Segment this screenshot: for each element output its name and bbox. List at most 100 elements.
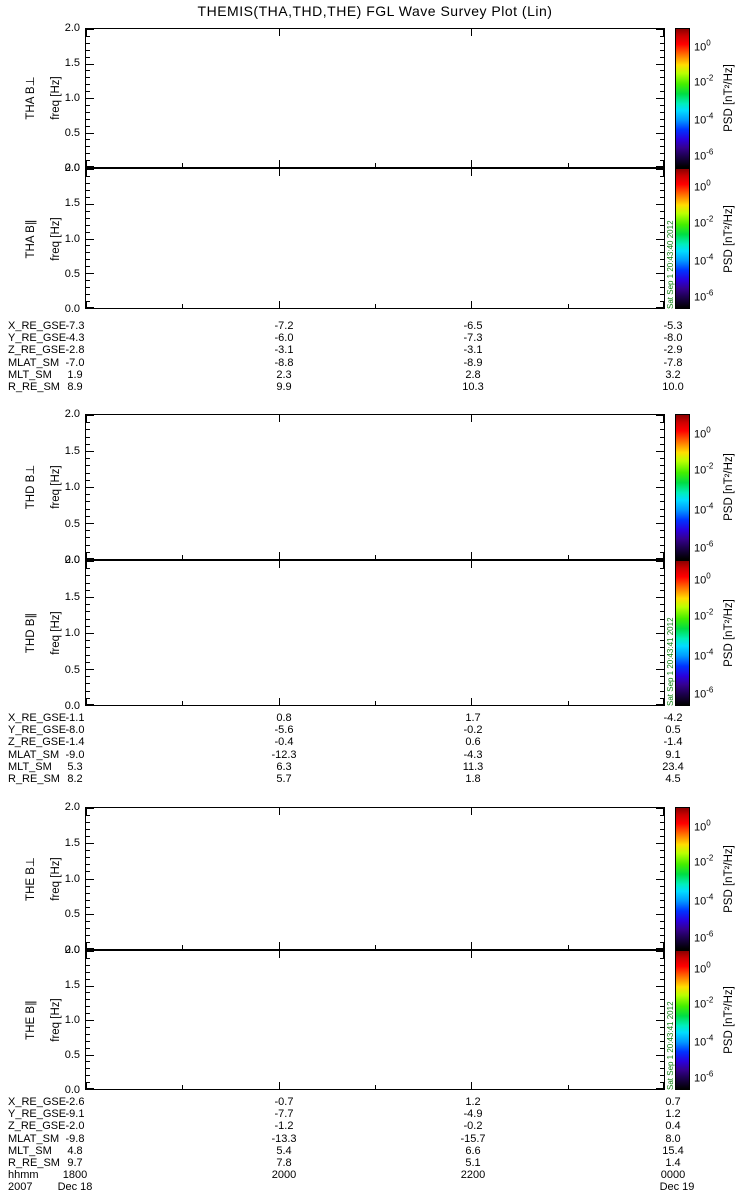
tick-mark — [86, 29, 94, 30]
ephemeris-value: 5.7 — [276, 772, 292, 785]
ephemeris-value: 2.3 — [276, 368, 292, 381]
spectrogram-panel-thd-bperp — [85, 414, 665, 560]
colorbar-tick-label: 10-2 — [694, 73, 714, 89]
y-tick-label: 1.5 — [64, 197, 80, 210]
colorbar-gradient — [675, 28, 690, 168]
tick-mark — [375, 555, 376, 559]
tick-mark — [86, 465, 90, 466]
ephemeris-row: R_RE_SM 9.7 7.8 5.1 1.4 — [0, 1157, 750, 1169]
tick-mark — [471, 169, 472, 176]
ephemeris-value: 15.4 — [662, 1144, 684, 1157]
tick-mark — [656, 451, 664, 452]
colorbar-tick-label: 100 — [694, 425, 711, 441]
tick-mark — [660, 691, 664, 692]
tick-mark — [86, 50, 90, 51]
tick-mark — [86, 183, 90, 184]
tick-mark — [86, 287, 90, 288]
ephemeris-value: 11.3 — [462, 760, 484, 773]
tick-mark — [660, 176, 664, 177]
ephemeris-value: 4.5 — [665, 772, 681, 785]
ephemeris-value: -4.9 — [463, 1108, 483, 1121]
tick-mark — [86, 245, 90, 246]
tick-mark — [86, 691, 90, 692]
tick-mark — [660, 501, 664, 502]
tick-mark — [86, 176, 90, 177]
date-label: Dec 19 — [659, 1181, 695, 1194]
y-tick-label: 1.0 — [64, 481, 80, 493]
tick-mark — [86, 921, 90, 922]
ephemeris-value: -6.0 — [274, 332, 294, 345]
psd-axis-label: PSD [nT²/Hz] — [723, 599, 735, 667]
tick-mark — [86, 561, 94, 562]
tick-mark — [663, 415, 664, 422]
ephemeris-row-label: Y_RE_GSE — [8, 332, 67, 345]
tick-mark — [375, 1085, 376, 1089]
tick-mark — [660, 119, 664, 120]
ephemeris-row: MLT_SM 1.9 2.3 2.8 3.2 — [0, 369, 750, 381]
tick-mark — [663, 942, 664, 949]
tick-mark — [279, 160, 280, 167]
colorbar-tick-label: 10-6 — [694, 539, 714, 555]
ephemeris-value: -8.0 — [663, 332, 683, 345]
tick-mark — [660, 437, 664, 438]
y-tick-label: 0.5 — [64, 663, 80, 676]
tick-mark — [86, 77, 90, 78]
tick-mark — [279, 169, 280, 176]
tick-mark — [86, 1055, 94, 1056]
tick-mark — [656, 986, 664, 987]
ephemeris-value: -9.0 — [65, 748, 85, 761]
ephemeris-row: MLAT_SM -7.0 -8.8 -8.9 -7.8 — [0, 357, 750, 369]
tick-mark — [86, 900, 90, 901]
ephemeris-value: 8.9 — [67, 380, 83, 393]
tick-mark — [660, 36, 664, 37]
colorbar-tick-label: 10-2 — [694, 214, 714, 229]
tick-mark — [660, 1061, 664, 1062]
ephemeris-row: Z_RE_GSE -1.4 -0.4 0.6 -1.4 — [0, 736, 750, 748]
probe-axis-label: THD B⊥ — [25, 464, 37, 510]
spectrogram-panel-the-bperp — [85, 807, 665, 950]
ephemeris-value: -8.9 — [463, 356, 483, 369]
tick-mark — [660, 552, 664, 553]
tick-mark — [663, 698, 664, 705]
tick-mark — [86, 516, 90, 517]
tick-mark — [86, 139, 90, 140]
time-tick-label: 2200 — [460, 1169, 486, 1182]
tick-mark — [663, 29, 664, 36]
ephemeris-table-thd: X_RE_GSE -1.1 0.8 1.7 -4.2 Y_RE_GSE -8.0… — [0, 712, 750, 785]
tick-mark — [660, 280, 664, 281]
tick-mark — [86, 951, 94, 952]
tick-mark — [656, 1020, 664, 1021]
tick-mark — [656, 951, 664, 952]
tick-mark — [86, 91, 90, 92]
colorbar-tick-label: 10-4 — [694, 647, 714, 663]
ephemeris-row-label: MLT_SM — [8, 760, 52, 773]
ephemeris-row-label: X_RE_GSE — [8, 320, 67, 332]
tick-mark — [660, 698, 664, 699]
ephemeris-value: -7.3 — [65, 320, 85, 332]
tick-mark — [86, 197, 90, 198]
y-tick-label: 1.0 — [64, 92, 80, 104]
tick-mark — [660, 422, 664, 423]
tick-mark — [375, 945, 376, 949]
tick-mark — [663, 301, 664, 308]
ephemeris-value: 8.0 — [665, 1132, 681, 1145]
colorbar-tick-label: 100 — [694, 38, 711, 54]
ephemeris-table-tha: X_RE_GSE -7.3 -7.2 -6.5 -5.3 Y_RE_GSE -4… — [0, 320, 750, 393]
tick-mark — [86, 509, 90, 510]
tick-mark — [660, 252, 664, 253]
ephemeris-value: -4.3 — [65, 332, 85, 345]
tick-mark — [86, 301, 87, 308]
tick-mark — [660, 640, 664, 641]
ephemeris-value: -4.2 — [663, 712, 683, 724]
tick-mark — [471, 951, 472, 958]
tick-mark — [86, 211, 90, 212]
tick-mark — [86, 239, 94, 240]
tick-mark — [86, 160, 87, 167]
tick-mark — [660, 611, 664, 612]
tick-mark — [86, 1006, 90, 1007]
tick-mark — [86, 822, 90, 823]
tick-mark — [86, 190, 90, 191]
tick-mark — [86, 494, 90, 495]
tick-mark — [656, 307, 664, 308]
